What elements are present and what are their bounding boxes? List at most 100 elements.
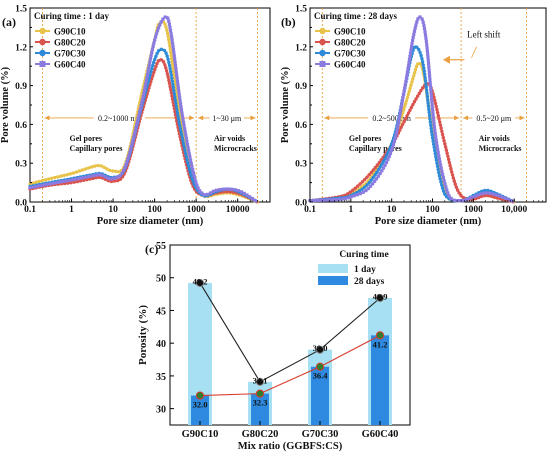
series-marker-G60C40 <box>429 90 433 94</box>
legend-marker <box>39 49 46 57</box>
series-marker-G80C20 <box>442 139 446 143</box>
series-marker-G60C40 <box>395 130 399 134</box>
series-marker-G80C20 <box>461 195 466 200</box>
region-label: 0.5~20 μm <box>476 114 512 123</box>
series-marker-G70C30 <box>486 188 490 193</box>
series-marker-G70C30 <box>183 151 188 156</box>
series-marker-G80C20 <box>112 179 117 183</box>
series-marker-G70C30 <box>171 82 175 87</box>
series-point <box>255 377 265 386</box>
series-marker-G70C30 <box>360 187 364 191</box>
series-marker-G80C20 <box>486 193 490 198</box>
y-tick-label: 0.6 <box>15 121 27 131</box>
series-marker-G60C40 <box>131 138 135 142</box>
series-marker-G90C10 <box>46 177 51 181</box>
series-marker-G60C40 <box>432 119 436 123</box>
series-marker-G60C40 <box>447 194 451 198</box>
series-marker-G90C10 <box>167 37 171 42</box>
series-marker-G60C40 <box>393 136 397 140</box>
series-marker-G70C30 <box>186 161 190 165</box>
series-marker-G60C40 <box>94 173 98 177</box>
series-marker-G60C40 <box>425 45 429 50</box>
series-marker-G70C30 <box>373 173 377 177</box>
series-marker-G60C40 <box>177 89 181 93</box>
series-marker-G90C10 <box>408 86 412 90</box>
series-marker-G60C40 <box>217 188 222 192</box>
series-marker-G60C40 <box>188 155 192 159</box>
series-marker-G60C40 <box>174 67 178 71</box>
series-marker-G80C20 <box>151 74 155 78</box>
series-marker-G60C40 <box>198 189 202 193</box>
series-marker-G80C20 <box>436 114 441 118</box>
series-marker-G60C40 <box>183 127 187 131</box>
series-marker-G60C40 <box>176 86 180 90</box>
panel-label: (b) <box>281 15 296 29</box>
series-marker-G60C40 <box>132 135 136 139</box>
series-marker-G60C40 <box>330 198 334 202</box>
series-marker-G60C40 <box>429 96 434 101</box>
series-marker-G90C10 <box>86 166 91 170</box>
series-marker-G60C40 <box>410 39 415 43</box>
series-marker-G60C40 <box>180 111 184 115</box>
series-marker-G70C30 <box>168 66 172 71</box>
series-marker-G60C40 <box>126 156 130 161</box>
series-marker-G60C40 <box>69 178 73 182</box>
series-marker-G90C10 <box>65 172 69 177</box>
left-shift-label: Left shift <box>467 30 501 40</box>
series-marker-G60C40 <box>47 182 51 186</box>
series-marker-G80C20 <box>170 94 174 98</box>
series-marker-G60C40 <box>34 184 38 189</box>
series-marker-G70C30 <box>423 79 428 83</box>
series-marker-G80C20 <box>433 101 438 106</box>
series-marker-G60C40 <box>161 17 165 21</box>
series-marker-G80C20 <box>440 132 445 137</box>
series-marker-G90C10 <box>171 69 176 73</box>
series-marker-G60C40 <box>409 45 414 49</box>
series-marker-G80C20 <box>446 154 450 159</box>
series-marker-G60C40 <box>158 23 162 27</box>
series-marker-G60C40 <box>333 198 338 202</box>
series-marker-G80C20 <box>451 176 456 180</box>
x-tick-label: 1 <box>69 205 74 215</box>
series-marker-G60C40 <box>124 163 128 167</box>
series-point <box>255 389 265 398</box>
series-marker-G70C30 <box>378 165 382 169</box>
series-marker-G70C30 <box>169 73 173 77</box>
series-marker-G60C40 <box>399 108 403 112</box>
series-marker-G60C40 <box>129 144 133 148</box>
series-marker-G60C40 <box>433 131 437 136</box>
series-marker-G70C30 <box>173 98 178 102</box>
series-marker-G80C20 <box>171 100 175 104</box>
series-marker-G70C30 <box>179 133 184 137</box>
series-marker-G60C40 <box>443 182 447 186</box>
series-marker-G60C40 <box>176 82 180 87</box>
series-marker-G60C40 <box>400 102 404 106</box>
series-marker-G80C20 <box>459 193 463 198</box>
series-marker-G60C40 <box>510 199 514 203</box>
region-annotation: Microcracks <box>214 144 257 153</box>
legend-label: G80C20 <box>54 38 86 48</box>
x-tick-label: 1000 <box>464 205 483 215</box>
series-marker-G70C30 <box>424 85 428 89</box>
series-marker-G60C40 <box>31 185 35 189</box>
series-marker-G60C40 <box>206 192 210 196</box>
series-marker-G70C30 <box>417 47 421 52</box>
series-marker-G90C10 <box>403 101 408 106</box>
series-marker-G70C30 <box>151 60 156 65</box>
series-marker-G60C40 <box>136 116 140 120</box>
series-marker-G90C10 <box>170 60 174 64</box>
series-marker-G90C10 <box>402 107 406 112</box>
series-marker-G90C10 <box>173 82 178 86</box>
region-label-bg <box>472 112 516 123</box>
series-marker-G60C40 <box>97 173 101 177</box>
series-marker-G70C30 <box>433 148 437 153</box>
series-marker-G70C30 <box>184 154 189 159</box>
series-marker-G90C10 <box>404 98 409 103</box>
series-marker-G80C20 <box>109 179 114 184</box>
legend-label: 1 day <box>354 265 376 275</box>
series-marker-G60C40 <box>173 60 177 64</box>
series-marker-G60C40 <box>192 174 196 178</box>
series-marker-G60C40 <box>134 125 138 130</box>
series-marker-G60C40 <box>482 191 486 195</box>
